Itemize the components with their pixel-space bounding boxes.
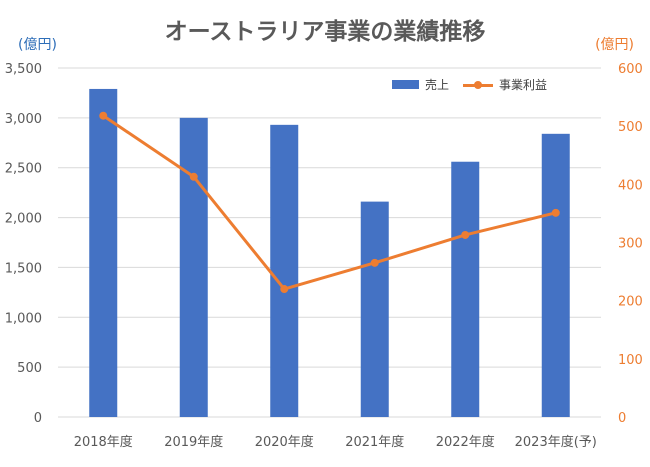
right-tick-label: 0 <box>618 411 626 426</box>
x-tick-label: 2022年度 <box>436 434 495 450</box>
legend-item-profit: 事業利益 <box>463 76 547 93</box>
point-profit <box>280 285 289 294</box>
point-profit <box>551 208 560 217</box>
bar-sales <box>270 124 299 417</box>
right-tick-label: 200 <box>618 295 643 310</box>
x-tick-label: 2023年度(予) <box>515 434 597 450</box>
right-tick-label: 400 <box>618 178 643 193</box>
left-tick-label: 2,000 <box>5 212 42 227</box>
left-axis-unit: (億円) <box>18 37 57 53</box>
legend-label-profit: 事業利益 <box>499 78 548 92</box>
left-tick-label: 3,000 <box>5 112 42 127</box>
legend-label-sales: 売上 <box>425 78 450 92</box>
bar-sales <box>360 201 389 417</box>
point-profit <box>189 172 198 181</box>
left-tick-label: 1,000 <box>5 311 42 326</box>
right-tick-label: 100 <box>618 353 643 368</box>
x-tick-label: 2020年度 <box>255 434 314 450</box>
point-profit <box>370 258 379 267</box>
point-profit <box>461 230 470 239</box>
bar-sales <box>89 88 118 417</box>
right-tick-label: 300 <box>618 237 643 252</box>
x-tick-label: 2019年度 <box>164 434 223 450</box>
right-tick-label: 500 <box>618 120 643 135</box>
legend-bar-swatch <box>392 80 419 89</box>
bar-sales <box>179 117 208 417</box>
legend: 売上 事業利益 <box>392 76 561 93</box>
line-profit <box>102 114 557 291</box>
left-tick-label: 3,500 <box>5 62 42 77</box>
legend-item-sales: 売上 <box>392 76 449 93</box>
right-tick-label: 600 <box>618 62 643 77</box>
point-profit <box>99 111 108 120</box>
x-tick-label: 2021年度 <box>345 434 404 450</box>
x-tick-label: 2018年度 <box>74 434 133 450</box>
legend-line-swatch <box>463 80 494 90</box>
bar-sales <box>541 133 570 417</box>
left-tick-label: 1,500 <box>5 261 42 276</box>
right-axis-unit: (億円) <box>595 37 634 53</box>
left-tick-label: 2,500 <box>5 162 42 177</box>
chart-title: オーストラリア事業の業績推移 <box>164 19 486 45</box>
left-tick-label: 500 <box>17 361 42 376</box>
bar-sales <box>451 161 480 417</box>
left-tick-label: 0 <box>34 411 42 426</box>
